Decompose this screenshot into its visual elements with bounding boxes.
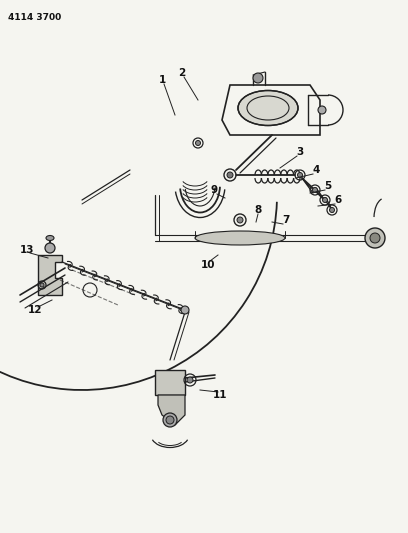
Circle shape [195, 141, 200, 146]
Circle shape [45, 243, 55, 253]
Text: 9: 9 [211, 185, 217, 195]
Text: 12: 12 [28, 305, 42, 315]
Circle shape [163, 413, 177, 427]
Text: 2: 2 [178, 68, 186, 78]
Circle shape [181, 306, 189, 314]
Circle shape [370, 233, 380, 243]
Text: 8: 8 [254, 205, 262, 215]
Text: 1: 1 [158, 75, 166, 85]
Text: 5: 5 [324, 181, 332, 191]
Text: 3: 3 [296, 147, 304, 157]
Circle shape [166, 416, 174, 424]
Ellipse shape [238, 91, 298, 125]
Circle shape [322, 198, 328, 203]
Circle shape [237, 217, 243, 223]
Polygon shape [38, 255, 62, 295]
Circle shape [253, 73, 263, 83]
Ellipse shape [46, 236, 54, 240]
Text: 4114 3700: 4114 3700 [8, 13, 61, 22]
Text: 13: 13 [20, 245, 34, 255]
Ellipse shape [318, 106, 326, 114]
Circle shape [227, 172, 233, 178]
Circle shape [313, 188, 317, 192]
Text: 10: 10 [201, 260, 215, 270]
Text: 11: 11 [213, 390, 227, 400]
Circle shape [297, 173, 302, 177]
Circle shape [187, 377, 193, 383]
Circle shape [330, 207, 335, 213]
Polygon shape [158, 395, 185, 425]
Circle shape [365, 228, 385, 248]
Circle shape [40, 283, 44, 287]
Text: 6: 6 [335, 195, 341, 205]
Text: 4: 4 [312, 165, 320, 175]
Ellipse shape [195, 231, 285, 245]
Polygon shape [155, 370, 185, 395]
Text: 7: 7 [282, 215, 290, 225]
